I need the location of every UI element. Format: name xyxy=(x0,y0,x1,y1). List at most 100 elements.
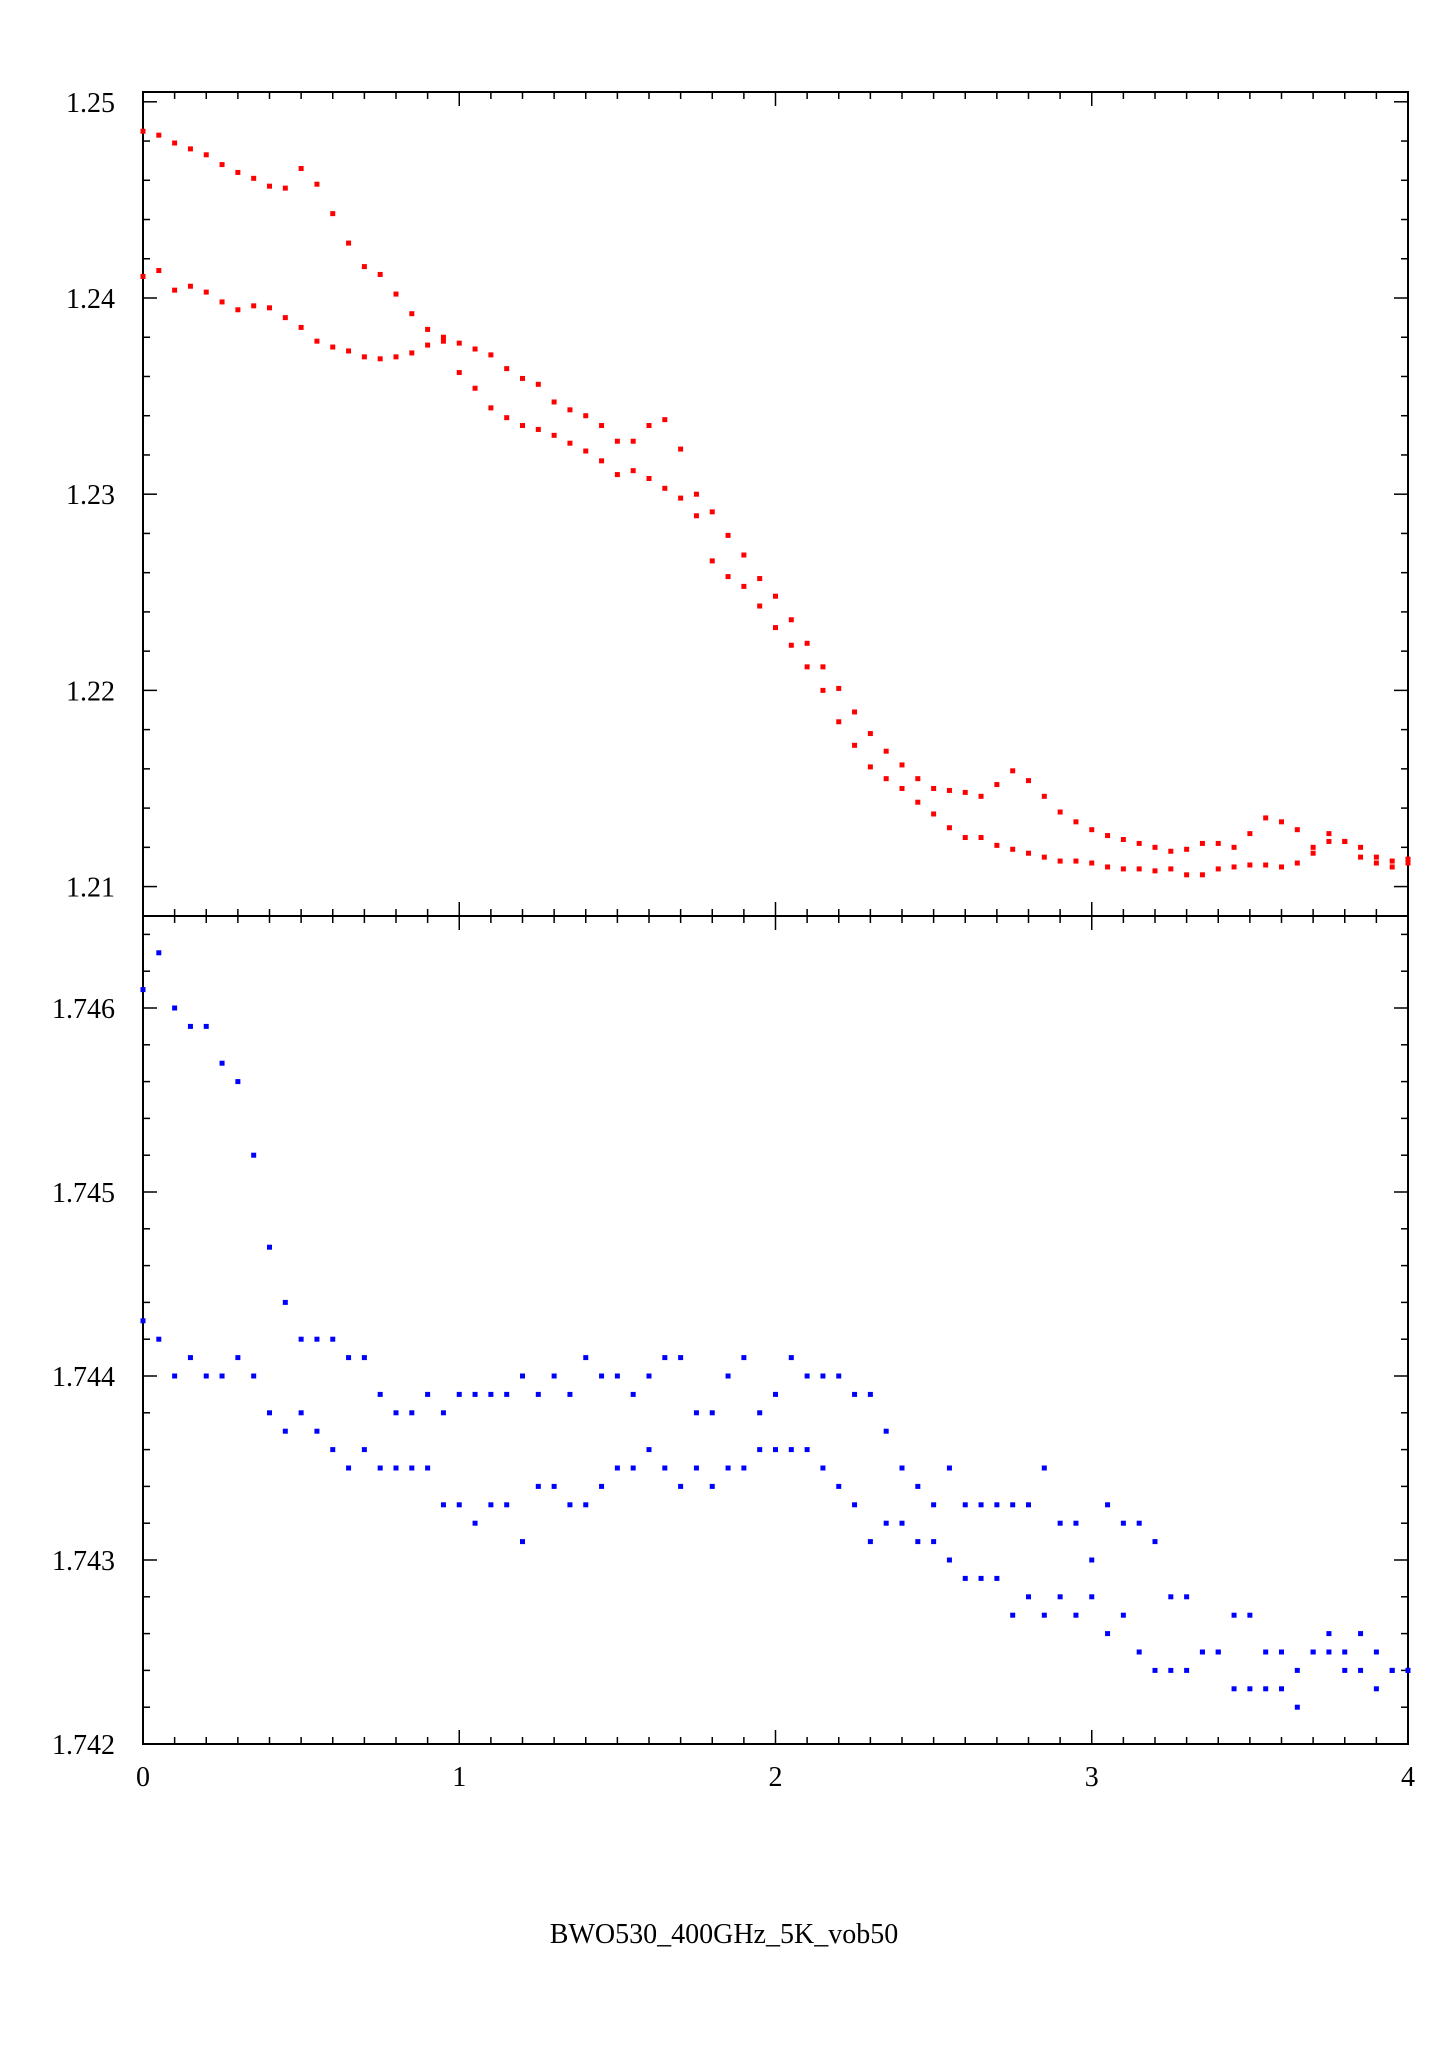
data-point xyxy=(1358,854,1364,860)
data-point xyxy=(1152,1539,1158,1545)
data-point xyxy=(440,1410,446,1416)
data-point xyxy=(1263,1649,1269,1655)
data-point xyxy=(551,432,557,438)
data-point xyxy=(867,764,873,770)
data-point xyxy=(409,1465,415,1471)
data-point xyxy=(1073,819,1079,825)
data-point xyxy=(203,1373,209,1379)
data-point xyxy=(1184,846,1190,852)
data-point xyxy=(535,1391,541,1397)
data-point xyxy=(1310,850,1316,856)
data-point xyxy=(251,1152,257,1158)
data-point xyxy=(187,283,193,289)
data-point xyxy=(1073,1612,1079,1618)
data-point xyxy=(1294,1667,1300,1673)
data-point xyxy=(757,576,763,582)
data-point xyxy=(187,1355,193,1361)
data-point xyxy=(219,162,225,168)
data-point xyxy=(583,448,589,454)
data-point xyxy=(314,1428,320,1434)
data-point xyxy=(867,1391,873,1397)
data-point xyxy=(1073,858,1079,864)
data-point xyxy=(773,1391,778,1397)
data-point xyxy=(662,1355,668,1361)
data-point xyxy=(203,1023,209,1029)
data-point xyxy=(867,1539,873,1545)
data-point xyxy=(1373,860,1379,866)
data-point xyxy=(1041,1612,1047,1618)
data-point xyxy=(1168,1594,1174,1600)
data-point xyxy=(1168,1667,1174,1673)
data-point xyxy=(156,132,162,138)
data-point xyxy=(298,324,304,330)
data-point xyxy=(172,140,178,146)
data-point xyxy=(946,825,952,831)
data-point xyxy=(757,603,763,609)
data-point xyxy=(251,1373,257,1379)
data-point xyxy=(1168,848,1174,854)
data-point xyxy=(1405,1667,1411,1673)
data-point xyxy=(235,307,241,313)
data-point xyxy=(504,1502,510,1508)
x-tick-label: 3 xyxy=(1085,1762,1099,1793)
data-point xyxy=(725,574,731,580)
data-point xyxy=(1310,844,1316,850)
data-point xyxy=(1136,1649,1142,1655)
data-point xyxy=(994,1575,1000,1581)
data-point xyxy=(773,1447,778,1453)
data-point xyxy=(1263,1686,1269,1692)
data-point xyxy=(1041,854,1047,860)
data-point xyxy=(1105,1502,1111,1508)
data-point xyxy=(931,785,937,791)
data-point xyxy=(551,1373,557,1379)
data-point xyxy=(1405,856,1411,862)
data-point xyxy=(614,438,620,444)
data-point xyxy=(931,1502,937,1508)
data-point xyxy=(1041,793,1047,799)
data-point xyxy=(251,175,257,181)
data-point xyxy=(535,426,541,432)
data-point xyxy=(678,495,684,501)
data-point xyxy=(1136,1520,1142,1526)
data-point xyxy=(472,385,478,391)
data-point xyxy=(599,1483,605,1489)
data-point xyxy=(1041,1465,1047,1471)
data-point xyxy=(140,1318,146,1324)
data-point xyxy=(962,1502,968,1508)
data-point xyxy=(994,782,1000,788)
data-point xyxy=(456,340,462,346)
data-point xyxy=(346,1465,352,1471)
x-tick-label: 4 xyxy=(1401,1762,1415,1793)
data-point xyxy=(282,315,288,321)
data-point xyxy=(1294,860,1300,866)
data-point xyxy=(915,776,921,782)
data-point xyxy=(361,1355,367,1361)
data-point xyxy=(915,799,921,805)
data-point xyxy=(251,303,257,309)
data-point xyxy=(1057,858,1063,864)
data-point xyxy=(219,299,225,305)
data-point xyxy=(187,146,193,152)
data-point xyxy=(1263,862,1269,868)
data-point xyxy=(235,169,241,175)
data-point xyxy=(709,1483,715,1489)
data-point xyxy=(535,1483,541,1489)
y-tick-label: 1.742 xyxy=(52,1730,115,1761)
data-point xyxy=(520,423,525,429)
data-point xyxy=(962,1575,968,1581)
data-point xyxy=(1057,1594,1063,1600)
data-point xyxy=(583,1502,589,1508)
x-tick-label: 2 xyxy=(769,1762,783,1793)
y-tick-label: 1.24 xyxy=(66,284,115,315)
data-point xyxy=(267,305,272,311)
data-point xyxy=(820,664,826,670)
data-point xyxy=(946,1557,952,1563)
data-point xyxy=(1089,827,1095,833)
data-point xyxy=(599,458,605,464)
data-point xyxy=(931,811,937,817)
data-point xyxy=(1152,868,1158,874)
data-point xyxy=(883,1520,889,1526)
data-point xyxy=(235,1355,241,1361)
